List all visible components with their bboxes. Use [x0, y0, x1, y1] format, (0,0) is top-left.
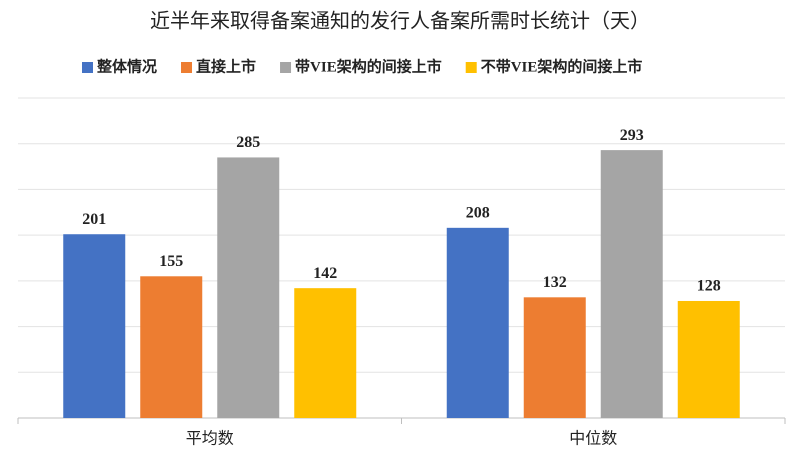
bar	[140, 276, 203, 418]
bar	[63, 234, 126, 418]
legend-label: 整体情况	[97, 57, 157, 75]
bar	[294, 288, 357, 418]
legend-swatch	[181, 62, 193, 73]
bar	[523, 297, 586, 418]
legend-label: 直接上市	[196, 57, 256, 75]
x-tick-label: 平均数	[186, 430, 234, 448]
data-label: 132	[543, 274, 567, 291]
data-label: 293	[620, 127, 644, 144]
legend-swatch	[465, 62, 477, 73]
legend-swatch	[82, 62, 93, 73]
data-label: 285	[236, 134, 260, 151]
data-label: 142	[313, 265, 337, 282]
data-label: 201	[82, 211, 106, 228]
legend-label: 不带VIE架构的间接上市	[481, 57, 643, 75]
data-label: 155	[159, 253, 183, 270]
legend-swatch	[280, 62, 292, 73]
legend-label: 带VIE架构的间接上市	[295, 57, 442, 75]
bar	[677, 300, 740, 418]
bar	[600, 150, 663, 418]
data-label: 128	[697, 278, 721, 295]
data-label: 208	[466, 205, 490, 222]
chart-title: 近半年来取得备案通知的发行人备案所需时长统计（天）	[150, 10, 650, 33]
bar	[446, 227, 509, 418]
bar	[217, 157, 280, 418]
x-tick-label: 中位数	[569, 430, 617, 448]
